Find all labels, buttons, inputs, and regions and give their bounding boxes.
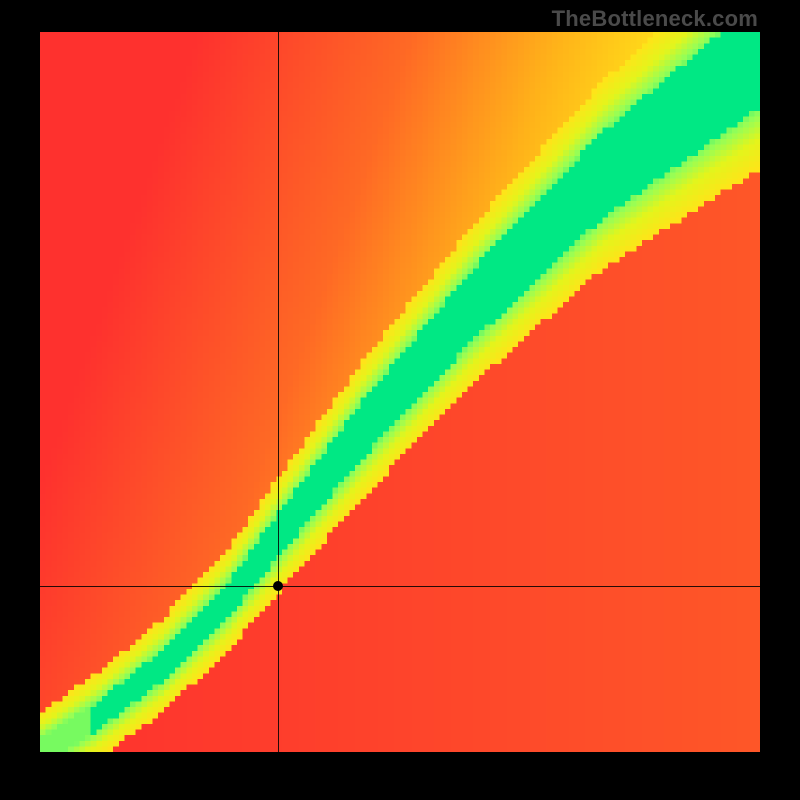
selected-point-marker <box>273 581 283 591</box>
heatmap-canvas <box>40 32 760 752</box>
attribution-watermark: TheBottleneck.com <box>552 6 758 32</box>
chart-container: TheBottleneck.com <box>0 0 800 800</box>
crosshair-horizontal <box>40 586 760 587</box>
crosshair-vertical <box>278 32 279 752</box>
plot-area <box>40 32 760 752</box>
